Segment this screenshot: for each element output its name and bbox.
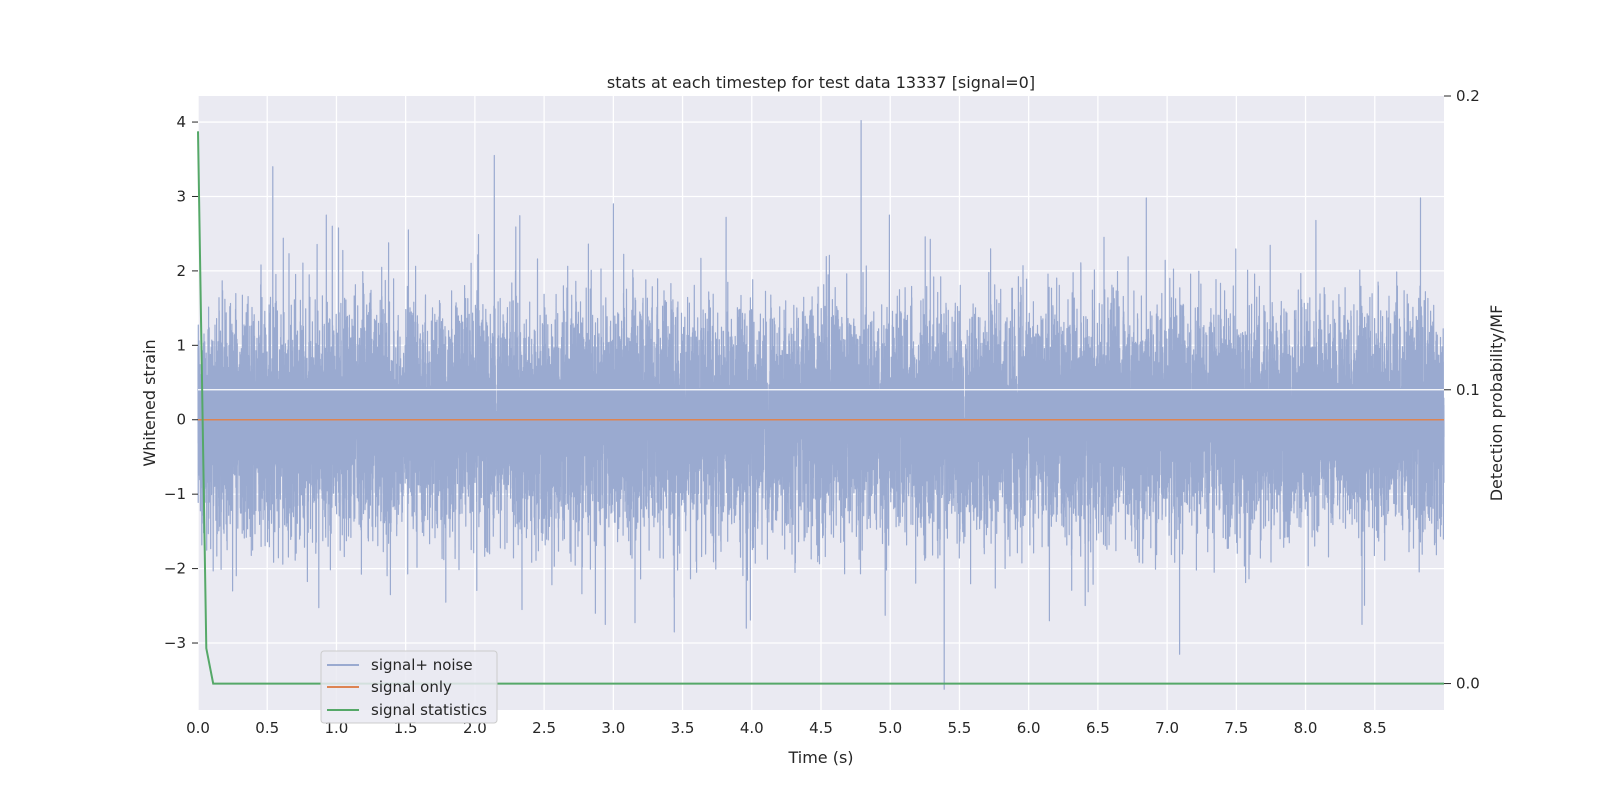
x-tick-label: 7.5 — [1224, 719, 1248, 737]
x-tick-label: 6.5 — [1086, 719, 1110, 737]
legend-label-signal-only: signal only — [371, 678, 452, 696]
x-tick-label: 8.0 — [1294, 719, 1318, 737]
y2-axis-ticks: 0.2 0.1 0.0 — [1444, 87, 1480, 693]
y2-tick-label: 0.2 — [1456, 87, 1480, 105]
y-tick-label: 2 — [176, 262, 186, 280]
x-tick-label: 5.5 — [948, 719, 972, 737]
legend-box — [320, 650, 498, 724]
x-tick-label: 8.5 — [1363, 719, 1387, 737]
x-tick-label: 4.5 — [809, 719, 833, 737]
y-tick-label: −3 — [164, 634, 186, 652]
y-tick-label: 1 — [176, 336, 186, 354]
chart-title: stats at each timestep for test data 133… — [607, 73, 1035, 92]
signal-statistics-line — [197, 131, 1444, 685]
x-tick-label: 6.0 — [1017, 719, 1041, 737]
y-axis-ticks: 4 3 2 1 0 −1 −2 −3 — [164, 113, 198, 652]
x-tick-label: 0.0 — [186, 719, 210, 737]
x-tick-label: 2.5 — [532, 719, 556, 737]
y-axis-label: Whitened strain — [140, 339, 159, 466]
legend-label-signal-noise: signal+ noise — [371, 656, 473, 674]
x-axis-label: Time (s) — [787, 748, 853, 767]
x-tick-label: 0.5 — [255, 719, 279, 737]
y-tick-label: 0 — [176, 411, 186, 429]
y-tick-label: 4 — [176, 113, 186, 131]
x-tick-label: 7.0 — [1155, 719, 1179, 737]
y-tick-label: −1 — [164, 485, 186, 503]
x-tick-label: 3.0 — [601, 719, 625, 737]
y2-tick-label: 0.1 — [1456, 381, 1480, 399]
y2-axis-label: Detection probability/MF — [1487, 305, 1506, 502]
y2-tick-label: 0.0 — [1456, 675, 1480, 693]
x-tick-label: 4.0 — [740, 719, 764, 737]
y-tick-label: −2 — [164, 560, 186, 578]
signal-statistics-series — [197, 131, 1444, 685]
legend-label-signal-statistics: signal statistics — [371, 701, 487, 719]
signal-noise-series — [197, 120, 1445, 690]
x-tick-label: 5.0 — [878, 719, 902, 737]
x-tick-label: 3.5 — [671, 719, 695, 737]
signal-noise-line — [197, 120, 1445, 690]
y-tick-label: 3 — [176, 187, 186, 205]
legend: signal+ noise signal only signal statist… — [320, 650, 498, 724]
